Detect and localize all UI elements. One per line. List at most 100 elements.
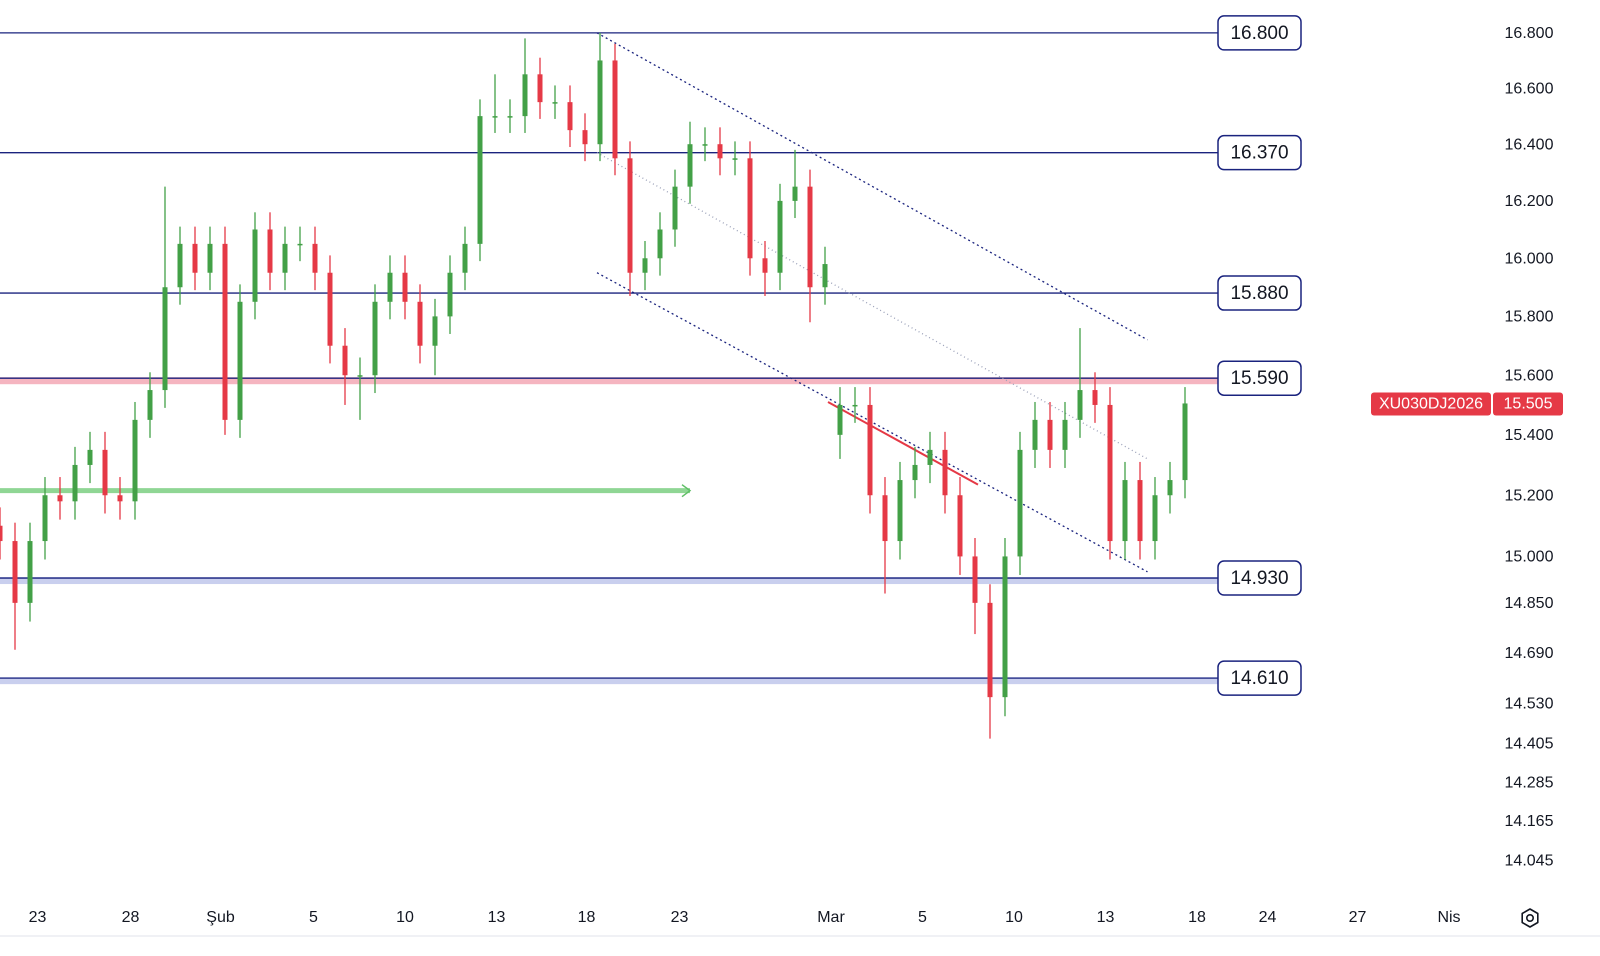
candle-body [792,186,798,201]
candle-body [552,102,558,104]
trend-line [596,32,1148,341]
level-label: 14.610 [1230,668,1288,689]
candle-body [657,229,663,259]
y-tick-label: 14.165 [1505,813,1554,830]
y-tick-label: 14.405 [1505,736,1554,753]
candle-body [1167,480,1173,496]
candle-body [1152,495,1158,542]
level-box [1217,275,1302,311]
candle-body [912,464,918,481]
level-band [0,377,1218,385]
settings-icon[interactable] [1521,908,1539,928]
y-tick-label: 14.045 [1505,853,1554,870]
candle-body [1017,449,1023,557]
candle-body [687,144,693,187]
price-label: 15.505 [1504,396,1553,413]
candle-body [627,158,633,273]
x-tick-label: 10 [1005,909,1023,926]
candle-body [387,272,393,302]
x-tick-label: 23 [671,909,689,926]
level-box [1217,15,1302,51]
candle-body [807,186,813,288]
candle-body [1062,419,1068,450]
candle-body [1137,480,1143,542]
candle-body [1047,419,1053,450]
x-tick-label: 13 [1097,909,1115,926]
level-box [1217,660,1302,696]
level-label: 15.880 [1230,283,1288,304]
level-box [1217,560,1302,596]
candle-body [342,345,348,376]
candle-body [27,541,33,603]
candle-body [597,60,603,145]
candle-body [447,272,453,317]
candle-body [357,375,363,377]
y-tick-label: 15.200 [1505,487,1554,504]
candle-body [237,301,243,420]
y-tick-label: 16.200 [1505,193,1554,210]
candle-body [732,158,738,160]
candle-body [507,116,513,118]
y-tick-label: 14.690 [1505,645,1554,662]
y-tick-label: 14.850 [1505,595,1554,612]
candle-body [987,602,993,698]
candle-body [252,229,258,302]
candle-body [417,301,423,346]
candle-body [87,449,93,465]
level-box [1217,134,1302,171]
candle-body [1107,404,1113,542]
y-tick-label: 16.000 [1505,250,1554,267]
candle-body [1122,480,1128,542]
x-tick-label: 18 [1188,909,1206,926]
candle-body [132,419,138,502]
candle-body [897,480,903,542]
candle-body [822,264,828,288]
candle-body [762,258,768,273]
x-tick-label: 28 [122,909,140,926]
level-label: 14.930 [1230,568,1288,589]
candle-body [477,116,483,244]
candle-body [267,229,273,273]
candle-body [537,74,543,103]
y-tick-label: 15.000 [1505,549,1554,566]
candle-body [57,495,63,502]
gear-outline [1521,908,1539,928]
arrow-head [681,484,692,498]
candle-body [222,243,228,420]
symbol-label: XU030DJ2026 [1379,396,1483,413]
candle-body [717,144,723,159]
candle-body [147,390,153,420]
candle-body [567,102,573,131]
y-tick-label: 14.285 [1505,774,1554,791]
gear-center [1525,913,1535,923]
candle-body [612,60,618,159]
y-tick-label: 15.400 [1505,427,1554,444]
x-tick-label: Nis [1437,909,1460,926]
x-tick-label: 13 [488,909,506,926]
candle-body [882,495,888,542]
candle-body [492,116,498,118]
x-tick-label: 27 [1349,909,1367,926]
candle-body [522,74,528,117]
x-tick-label: 5 [918,909,927,926]
y-tick-label: 15.800 [1505,309,1554,326]
candle-body [192,243,198,273]
symbol-tag [1371,392,1491,416]
candle-body [867,404,873,496]
candle-body [1077,390,1083,420]
candle-body [1002,556,1008,698]
x-tick-label: 18 [578,909,596,926]
price-tag [1493,392,1563,416]
candle-body [642,258,648,273]
level-box [1217,360,1302,396]
candle-body [162,287,168,391]
trend-line [596,152,1148,460]
candle-body [942,449,948,496]
candle-body [852,404,858,407]
candle-body [102,449,108,496]
candle-body [462,243,468,273]
trend-line [827,401,979,486]
candle-body [582,130,588,145]
